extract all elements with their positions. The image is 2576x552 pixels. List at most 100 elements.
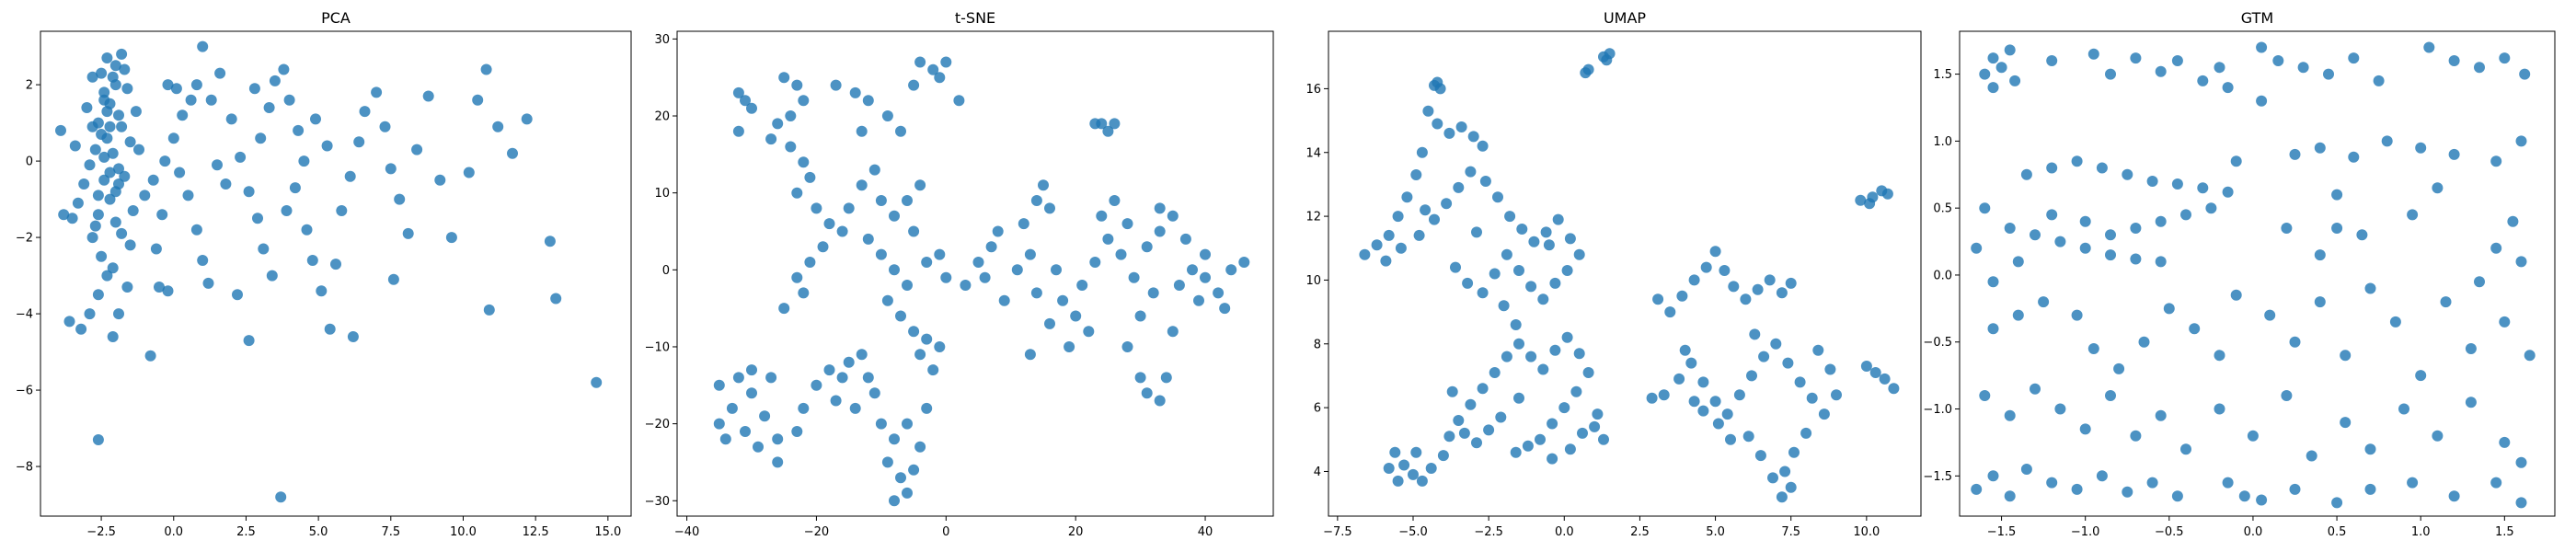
pca-title: PCA — [321, 9, 351, 27]
gtm-point-132 — [2432, 182, 2444, 194]
umap-point-59 — [1453, 415, 1465, 426]
pca-point-18 — [66, 213, 78, 224]
tsne-point-65 — [798, 402, 810, 414]
umap-point-83 — [1483, 424, 1495, 436]
tsne-point-60 — [740, 426, 751, 437]
gtm-point-59 — [2490, 155, 2502, 167]
tsne-x-tick-label-3: 20 — [1068, 525, 1084, 539]
pca-point-30 — [127, 205, 139, 216]
gtm-x-tick-label-6: 1.5 — [2495, 525, 2514, 539]
tsne-point-126 — [1225, 264, 1237, 276]
umap-point-100 — [1785, 277, 1797, 289]
tsne-axes-frame — [676, 30, 1274, 517]
umap-point-44 — [1477, 287, 1489, 299]
tsne-point-23 — [849, 86, 861, 98]
gtm-point-8 — [2105, 68, 2116, 80]
pca-point-97 — [385, 163, 397, 175]
pca-point-115 — [133, 144, 144, 155]
umap-point-88 — [1652, 293, 1664, 305]
pca-point-101 — [411, 144, 423, 155]
gtm-y-tick-label-4: 0.5 — [1933, 202, 1952, 216]
pca-point-38 — [109, 216, 121, 228]
umap-point-55 — [1383, 463, 1395, 474]
gtm-point-124 — [2407, 477, 2419, 489]
gtm-point-89 — [1979, 390, 1991, 401]
gtm-point-90 — [2004, 409, 2016, 421]
umap-point-50 — [1398, 459, 1410, 471]
tsne-point-26 — [895, 125, 906, 137]
umap-point-86 — [1495, 411, 1507, 423]
gtm-point-122 — [2331, 497, 2343, 509]
pca-point-128 — [96, 129, 108, 140]
umap-point-61 — [1477, 383, 1489, 395]
tsne-point-38 — [889, 210, 900, 222]
tsne-point-137 — [1167, 326, 1179, 338]
gtm-point-64 — [2507, 215, 2519, 227]
pca-point-120 — [310, 113, 321, 125]
pca-point-131 — [98, 94, 110, 106]
pca-axes-frame — [40, 30, 632, 517]
umap-x-tick-label-4: 2.5 — [1630, 525, 1650, 539]
gtm-point-99 — [2247, 430, 2259, 442]
umap-point-16 — [1401, 191, 1413, 203]
gtm-point-60 — [2515, 135, 2527, 147]
tsne-point-134 — [1089, 118, 1101, 130]
gtm-point-62 — [2356, 229, 2368, 241]
tsne-x-tick-label-2: 0 — [942, 525, 949, 539]
gtm-point-91 — [2030, 383, 2041, 395]
umap-point-39 — [1537, 293, 1549, 305]
pca-point-123 — [89, 220, 101, 232]
gtm-axes-frame — [1959, 30, 2556, 517]
umap-point-98 — [1764, 274, 1776, 286]
gtm-y-tick-label-2: −0.5 — [1923, 336, 1952, 350]
umap-x-tick-label-7: 10.0 — [1853, 525, 1880, 539]
pca-point-64 — [205, 94, 217, 106]
tsne-point-92 — [1024, 248, 1036, 260]
umap-point-110 — [1770, 338, 1782, 350]
gtm-point-86 — [2465, 343, 2477, 354]
umap-point-43 — [1489, 268, 1501, 280]
umap-point-20 — [1359, 248, 1371, 260]
pca-scatter-points — [55, 40, 603, 503]
umap-x-tick-label-0: −7.5 — [1323, 525, 1352, 539]
umap-point-75 — [1522, 440, 1534, 452]
umap-point-65 — [1525, 351, 1537, 362]
gtm-point-5 — [1987, 82, 1999, 94]
gtm-point-32 — [2130, 253, 2142, 265]
tsne-scatter-points — [713, 56, 1250, 507]
umap-y-tick-label-6: 16 — [1305, 83, 1321, 97]
tsne-point-21 — [798, 287, 810, 299]
gtm-x-tick-label-5: 1.0 — [2411, 525, 2431, 539]
tsne-point-79 — [908, 464, 920, 476]
gtm-point-36 — [2071, 155, 2083, 167]
tsne-point-42 — [902, 280, 913, 291]
gtm-point-52 — [1971, 242, 1983, 254]
umap-x-tick-label-6: 7.5 — [1781, 525, 1800, 539]
pca-point-81 — [293, 124, 305, 136]
gtm-point-106 — [2465, 397, 2477, 408]
pca-axis-ticks: −2.5 0.0 2.5 5.0 7.5 10.0 12.5 15.0 −8 −6 −4 −2 0 2 — [16, 79, 621, 539]
pca-point-25 — [63, 316, 75, 328]
gtm-y-tick-label-6: 1.5 — [1933, 68, 1952, 82]
gtm-point-112 — [2020, 464, 2032, 475]
umap-point-105 — [1709, 396, 1721, 408]
umap-point-93 — [1709, 246, 1721, 258]
gtm-point-128 — [2238, 490, 2250, 502]
tsne-point-128 — [1219, 303, 1231, 315]
pca-point-77 — [263, 102, 275, 113]
tsne-point-53 — [908, 225, 920, 237]
tsne-point-107 — [1096, 210, 1108, 222]
umap-point-28 — [1479, 176, 1491, 187]
tsne-point-76 — [895, 472, 906, 484]
umap-point-109 — [1758, 351, 1770, 362]
tsne-point-18 — [804, 257, 816, 268]
pca-point-130 — [86, 121, 98, 132]
pca-point-39 — [58, 209, 70, 221]
tsne-point-59 — [713, 418, 725, 430]
tsne-point-7 — [785, 110, 797, 121]
pca-point-9 — [98, 174, 110, 186]
pca-point-44 — [101, 52, 113, 63]
tsne-point-87 — [985, 241, 997, 253]
umap-point-103 — [1685, 357, 1697, 369]
umap-point-23 — [1413, 229, 1425, 241]
